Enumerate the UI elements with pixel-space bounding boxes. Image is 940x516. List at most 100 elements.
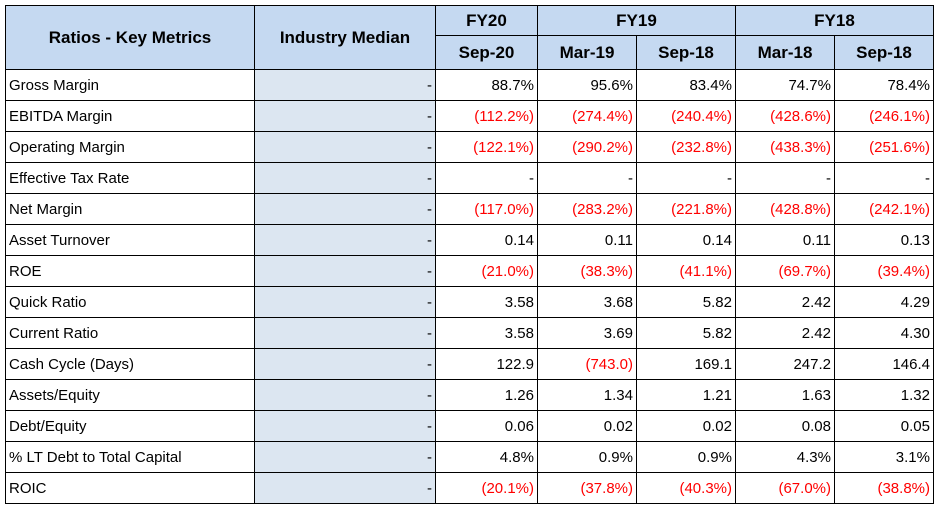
metric-value-cell: 88.7% [435,69,538,101]
metric-value-cell: 0.02 [636,410,736,442]
industry-median-cell: - [254,131,436,163]
metric-value-cell: 1.63 [735,379,835,411]
metric-value-cell: 3.58 [435,317,538,349]
period-header: Mar-18 [735,35,835,70]
metric-value-cell: 0.05 [834,410,934,442]
metric-value-cell: (428.8%) [735,193,835,225]
metric-label: Assets/Equity [5,379,255,411]
metric-label: Debt/Equity [5,410,255,442]
table-row: Effective Tax Rate - - - - - - [5,162,934,194]
fiscal-year-header: FY20 [435,5,538,36]
metric-value-cell: 2.42 [735,286,835,318]
metric-value-cell: (117.0%) [435,193,538,225]
metric-value-cell: - [735,162,835,194]
metrics-body: Gross Margin -88.7% 95.6% 83.4% 74.7% 78.4% EB… [5,69,934,504]
period-header: Sep-18 [636,35,736,70]
metric-value-cell: (242.1%) [834,193,934,225]
table-row: EBITDA Margin - (112.2%) (274.4%) (240.4%) (4… [5,100,934,132]
industry-median-cell: - [254,472,436,504]
metric-value-cell: (283.2%) [537,193,637,225]
industry-median-cell: - [254,100,436,132]
metric-label: Quick Ratio [5,286,255,318]
metric-value-cell: 122.9 [435,348,538,380]
table-row: Gross Margin -88.7% 95.6% 83.4% 74.7% 78.4% [5,69,934,101]
metric-value-cell: 146.4 [834,348,934,380]
period-header: Mar-19 [537,35,637,70]
industry-median-cell: - [254,255,436,287]
fiscal-year-header: FY19 [537,5,736,36]
metric-value-cell: 0.06 [435,410,538,442]
metric-value-cell: (67.0%) [735,472,835,504]
metric-value-cell: 4.30 [834,317,934,349]
metric-value-cell: (38.3%) [537,255,637,287]
industry-median-cell: - [254,441,436,473]
metric-value-cell: 1.32 [834,379,934,411]
table-row: Assets/Equity -1.26 1.34 1.21 1.63 1.32 [5,379,934,411]
industry-median-cell: - [254,69,436,101]
table-row: Operating Margin - (122.1%) (290.2%) (232.8%… [5,131,934,163]
table-row: Cash Cycle (Days) -122.9 (743.0) 169.1 247.2… [5,348,934,380]
industry-median-cell: - [254,410,436,442]
industry-median-cell: - [254,162,436,194]
industry-median-cell: - [254,379,436,411]
metric-value-cell: 247.2 [735,348,835,380]
metric-value-cell: 3.58 [435,286,538,318]
metric-value-cell: (290.2%) [537,131,637,163]
metric-value-cell: 0.13 [834,224,934,256]
metric-label: Operating Margin [5,131,255,163]
metric-value-cell: (112.2%) [435,100,538,132]
metric-value-cell: 3.68 [537,286,637,318]
metric-value-cell: 4.3% [735,441,835,473]
metric-value-cell: 95.6% [537,69,637,101]
table-row: Debt/Equity -0.06 0.02 0.02 0.08 0.05 [5,410,934,442]
metric-value-cell: (274.4%) [537,100,637,132]
metric-value-cell: 0.14 [435,224,538,256]
table-row: ROE - (21.0%) (38.3%) (41.1%) (69.7%) (39.4%) [5,255,934,287]
metric-value-cell: 4.8% [435,441,538,473]
metric-value-cell: - [834,162,934,194]
table-row: Asset Turnover -0.14 0.11 0.14 0.11 0.13 [5,224,934,256]
metric-value-cell: - [435,162,538,194]
metric-value-cell: (428.6%) [735,100,835,132]
period-header: Sep-18 [834,35,934,70]
metric-value-cell: (69.7%) [735,255,835,287]
metric-value-cell: (37.8%) [537,472,637,504]
metric-value-cell: 0.02 [537,410,637,442]
metric-value-cell: (232.8%) [636,131,736,163]
metric-value-cell: (438.3%) [735,131,835,163]
metric-value-cell: 5.82 [636,317,736,349]
metric-value-cell: 78.4% [834,69,934,101]
metric-value-cell: (39.4%) [834,255,934,287]
metric-value-cell: (122.1%) [435,131,538,163]
industry-median-cell: - [254,348,436,380]
industry-median-cell: - [254,193,436,225]
table-row: % LT Debt to Total Capital -4.8% 0.9% 0.9% 4… [5,441,934,473]
table-row: Quick Ratio -3.58 3.68 5.82 2.42 4.29 [5,286,934,318]
metric-value-cell: (40.3%) [636,472,736,504]
metric-value-cell: 0.9% [537,441,637,473]
metric-value-cell: 1.34 [537,379,637,411]
metric-value-cell: 0.11 [735,224,835,256]
metric-label: ROE [5,255,255,287]
metric-value-cell: (743.0) [537,348,637,380]
header-row-periods: Sep-20 Mar-19 Sep-18 Mar-18 Sep-18 [6,35,934,70]
metric-value-cell: - [537,162,637,194]
metric-label: Cash Cycle (Days) [5,348,255,380]
period-header: Sep-20 [435,35,538,70]
metric-value-cell: 1.21 [636,379,736,411]
table-row: Current Ratio -3.58 3.69 5.82 2.42 4.30 [5,317,934,349]
fiscal-year-header: FY18 [735,5,934,36]
table-row: ROIC - (20.1%) (37.8%) (40.3%) (67.0%) (38.8%) [5,472,934,504]
table-row: Net Margin - (117.0%) (283.2%) (221.8%) (428.… [5,193,934,225]
metric-value-cell: 4.29 [834,286,934,318]
industry-median-header: Industry Median [254,5,436,70]
industry-median-cell: - [254,286,436,318]
metric-column-header: Ratios - Key Metrics [5,5,255,70]
metric-value-cell: (246.1%) [834,100,934,132]
metric-value-cell: 74.7% [735,69,835,101]
metric-value-cell: 3.69 [537,317,637,349]
metric-value-cell: (41.1%) [636,255,736,287]
metric-value-cell: 0.9% [636,441,736,473]
metric-value-cell: (20.1%) [435,472,538,504]
metric-value-cell: (221.8%) [636,193,736,225]
